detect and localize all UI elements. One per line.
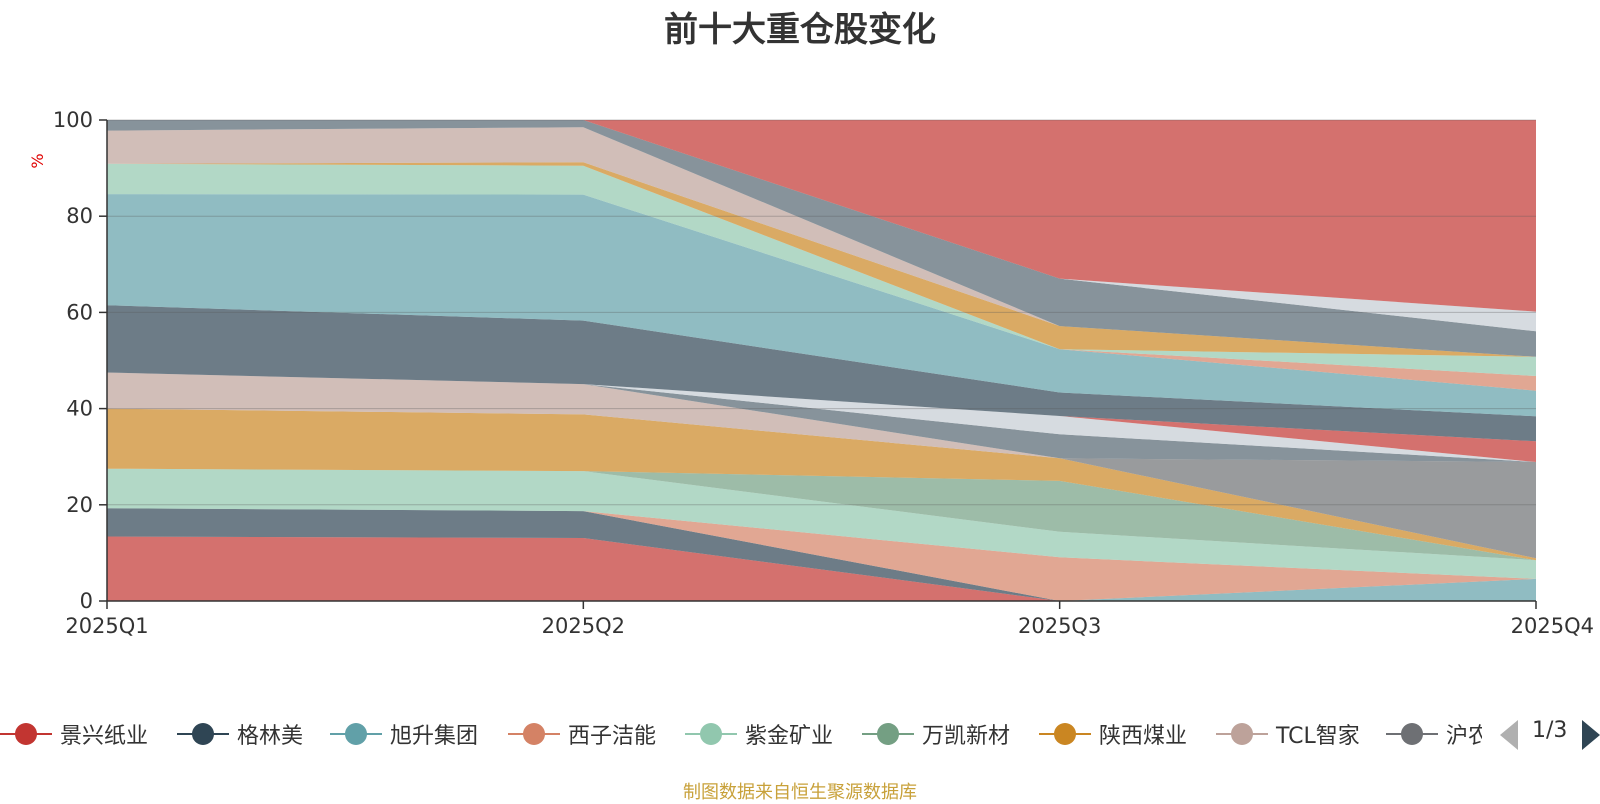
area-series-10 (107, 372, 1536, 462)
area-series-20 (107, 120, 1536, 357)
x-tick-label-3: 2025Q4 (1511, 614, 1594, 638)
source-note: 制图数据来自恒生聚源数据库 (683, 782, 917, 803)
legend-marker-icon (1039, 716, 1091, 752)
legend-item-4[interactable]: 紫金矿业 (685, 716, 833, 752)
legend-pager: 1/3 (1500, 716, 1600, 752)
y-tick-label-3: 60 (66, 300, 93, 324)
area-series-2 (107, 508, 1536, 601)
y-tick-label-2: 40 (66, 397, 93, 421)
y-tick-label-1: 20 (66, 493, 93, 517)
x-tick-label-1: 2025Q2 (542, 614, 625, 638)
legend-item-1[interactable]: 格林美 (177, 716, 303, 752)
legend-item-0[interactable]: 景兴纸业 (0, 716, 148, 752)
area-series-13 (107, 194, 1536, 417)
pager-next-icon[interactable] (1582, 720, 1600, 750)
y-tick-label-0: 0 (80, 589, 93, 613)
legend-marker-icon (685, 716, 737, 752)
legend-marker-icon (862, 716, 914, 752)
area-series-5 (107, 468, 1536, 561)
legend-label: 万凯新材 (922, 724, 1011, 749)
legend-label: 景兴纸业 (60, 724, 149, 749)
legend-label: 格林美 (237, 724, 304, 749)
legend-marker-icon (0, 716, 52, 752)
legend-marker-icon (330, 716, 382, 752)
x-tick-label-2: 2025Q3 (1018, 614, 1101, 638)
area-series-21 (107, 120, 1536, 332)
legend-marker-icon (1386, 716, 1438, 752)
legend-item-5[interactable]: 万凯新材 (862, 716, 1010, 752)
y-tick-label-4: 80 (66, 204, 93, 228)
area-series-12 (107, 305, 1536, 442)
legend-item-7[interactable]: TCL智家 (1216, 716, 1360, 752)
pager-page-indicator: 1/3 (1532, 718, 1568, 743)
legend-marker-icon (508, 716, 560, 752)
y-tick-label-5: 100 (53, 108, 93, 132)
area-series-9 (107, 372, 1536, 462)
area-series-14 (107, 194, 1536, 391)
area-series-15 (107, 163, 1536, 376)
legend-label: 紫金矿业 (745, 724, 834, 749)
area-series-7 (107, 372, 1536, 559)
legend-marker-icon (1216, 716, 1268, 752)
legend-item-3[interactable]: 西子洁能 (508, 716, 656, 752)
area-series-4 (107, 468, 1536, 579)
y-axis-unit-label: % (28, 153, 47, 168)
legend-label: 陕西煤业 (1099, 724, 1188, 749)
legend: 景兴纸业 格林美 旭升集团 西子洁能 紫金矿业 万凯新材 陕西煤业 TCL智家 沪农商行 (0, 716, 1482, 756)
area-series-1 (107, 508, 1536, 601)
legend-label: 旭升集团 (390, 724, 479, 749)
legend-label: 西子洁能 (568, 724, 657, 749)
legend-label: 沪农商行 (1446, 724, 1482, 749)
area-series-22 (107, 120, 1536, 312)
area-series-8 (107, 372, 1536, 559)
stacked-areas (107, 120, 1536, 601)
legend-item-2[interactable]: 旭升集团 (330, 716, 478, 752)
chart-title: 前十大重仓股变化 (664, 10, 936, 50)
area-series-6 (107, 408, 1536, 561)
legend-item-8[interactable]: 沪农商行 (1386, 716, 1482, 752)
legend-marker-icon (177, 716, 229, 752)
area-series-18 (107, 127, 1536, 357)
legend-label: TCL智家 (1276, 724, 1360, 749)
x-tick-label-0: 2025Q1 (65, 614, 148, 638)
pager-prev-icon[interactable] (1500, 720, 1518, 750)
axes: 0 20 40 60 80 100 2025Q1 2025Q2 2025Q3 2025Q4 (53, 108, 1594, 638)
legend-item-6[interactable]: 陕西煤业 (1039, 716, 1187, 752)
area-series-3 (107, 508, 1536, 601)
area-series-0 (107, 536, 1536, 601)
